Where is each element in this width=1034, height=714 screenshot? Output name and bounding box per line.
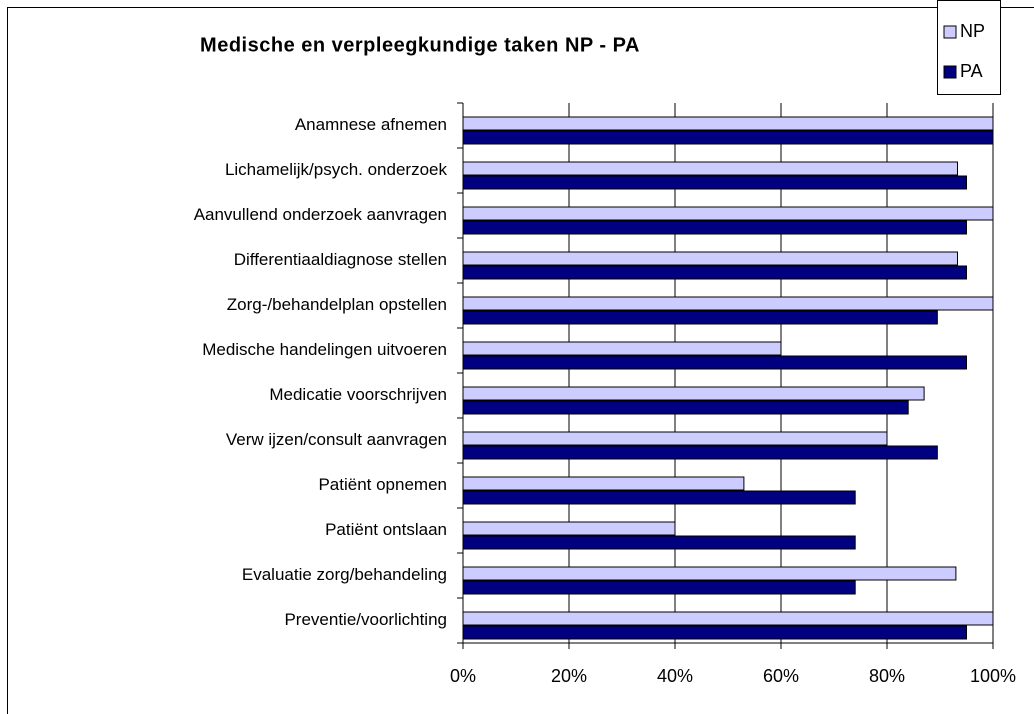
chart-frame [7,7,1034,714]
bar [462,566,957,581]
bar [462,400,909,415]
bar [462,490,856,505]
bar [462,206,994,221]
bar [462,521,676,536]
bar [462,611,994,626]
bar [462,265,967,280]
bar [462,161,958,176]
bar [462,116,994,131]
x-tick-label: 0% [450,666,476,686]
y-tick-label: Anamnese afnemen [295,115,447,134]
y-tick-label: Verw ijzen/consult aanvragen [226,430,447,449]
bar [462,386,925,401]
bar [462,476,745,491]
y-tick-label: Evaluatie zorg/behandeling [242,565,447,584]
bar [462,296,994,311]
bar [462,431,888,446]
bar [462,625,967,640]
x-tick-label: 100% [970,666,1016,686]
legend-swatch [943,65,957,79]
bar [462,535,856,550]
y-tick-label: Differentiaaldiagnose stellen [234,250,447,269]
chart-title: Medische en verpleegkundige taken NP - P… [200,34,640,56]
y-tick-label: Patiënt opnemen [318,475,447,494]
y-tick-label: Patiënt ontslaan [325,520,447,539]
x-tick-label: 20% [551,666,587,686]
bar [462,130,994,145]
bar [462,310,938,325]
x-tick-label: 60% [763,666,799,686]
y-tick-label: Preventie/voorlichting [284,610,447,629]
bar [462,220,967,235]
y-tick-label: Zorg-/behandelplan opstellen [227,295,447,314]
y-tick-label: Lichamelijk/psych. onderzoek [225,160,448,179]
bar [462,175,967,190]
x-tick-label: 80% [869,666,905,686]
bar [462,580,856,595]
y-tick-label: Medische handelingen uitvoeren [202,340,447,359]
y-tick-label: Medicatie voorschrijven [269,385,447,404]
bar [462,341,782,356]
x-tick-label: 40% [657,666,693,686]
legend-label: PA [960,61,983,81]
bar [462,355,967,370]
legend-box [937,0,1001,95]
bar [462,251,958,266]
bar [462,445,938,460]
legend-swatch [943,25,957,39]
legend-label: NP [960,21,985,41]
y-tick-label: Aanvullend onderzoek aanvragen [194,205,447,224]
